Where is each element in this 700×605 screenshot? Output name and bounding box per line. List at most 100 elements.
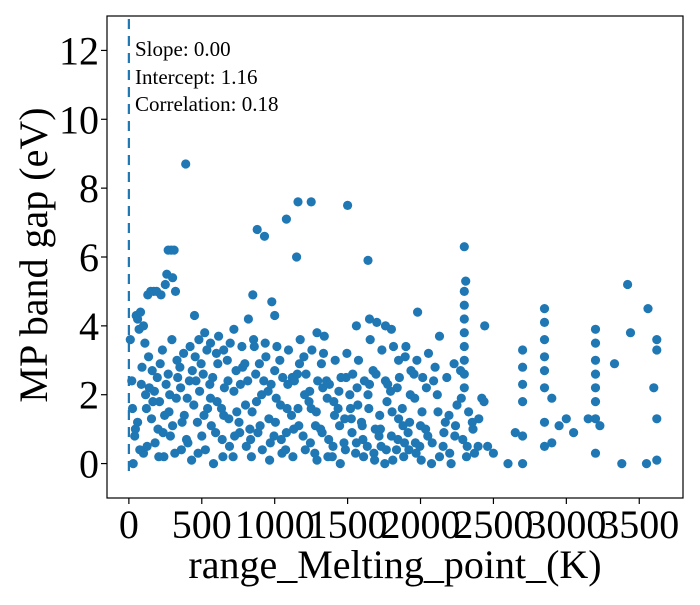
- data-point: [518, 431, 528, 441]
- data-point: [370, 455, 380, 465]
- data-point: [362, 441, 372, 451]
- data-point: [173, 372, 183, 383]
- data-point: [243, 314, 253, 324]
- annotation-correlation: Correlation: 0.18: [135, 92, 278, 116]
- data-point: [383, 379, 393, 389]
- data-point: [219, 345, 229, 355]
- data-point: [469, 448, 480, 458]
- data-point: [467, 417, 477, 427]
- data-point: [270, 366, 280, 376]
- data-point: [299, 352, 309, 362]
- data-point: [363, 390, 373, 400]
- data-point: [518, 397, 528, 407]
- data-point: [423, 431, 433, 441]
- data-point: [254, 359, 264, 369]
- data-point: [316, 424, 326, 434]
- data-point: [224, 414, 234, 424]
- data-point: [652, 414, 662, 424]
- data-point: [265, 455, 275, 465]
- data-point: [272, 341, 282, 352]
- data-point: [340, 414, 350, 424]
- data-point: [459, 328, 469, 338]
- data-point: [348, 369, 358, 379]
- y-tick-label: 0: [79, 442, 99, 487]
- data-point: [351, 321, 361, 331]
- data-point: [345, 390, 355, 400]
- annotation-intercept: Intercept: 1.16: [135, 65, 257, 89]
- data-point: [318, 348, 329, 358]
- data-point: [169, 245, 179, 255]
- data-point: [167, 335, 177, 345]
- data-point: [643, 304, 653, 314]
- data-point: [267, 297, 277, 307]
- x-tick-label: 0: [119, 502, 139, 547]
- data-point: [311, 407, 321, 417]
- data-point: [127, 376, 137, 386]
- data-point: [458, 434, 468, 445]
- data-point: [518, 362, 528, 372]
- x-tick-label: 3500: [599, 502, 679, 547]
- data-point: [351, 448, 361, 458]
- data-point: [305, 438, 315, 448]
- data-point: [199, 410, 209, 420]
- data-point: [293, 403, 303, 414]
- data-point: [177, 417, 187, 427]
- data-point: [232, 407, 242, 417]
- data-point: [483, 441, 493, 451]
- data-point: [328, 441, 338, 451]
- data-point: [225, 338, 235, 348]
- data-point: [333, 403, 343, 414]
- data-point: [413, 307, 423, 317]
- data-point: [416, 455, 426, 465]
- data-point: [253, 428, 263, 438]
- data-point: [187, 455, 197, 465]
- data-point: [270, 417, 280, 427]
- data-point: [359, 376, 369, 386]
- y-axis-label: MP band gap (eV): [11, 107, 56, 402]
- data-point: [278, 372, 288, 383]
- data-point: [310, 448, 320, 458]
- data-point: [194, 335, 204, 345]
- data-point: [200, 328, 210, 338]
- data-point: [271, 393, 281, 403]
- data-point: [418, 372, 428, 383]
- data-point: [312, 328, 322, 338]
- data-point: [375, 410, 385, 420]
- data-point: [356, 417, 367, 427]
- data-point: [380, 459, 390, 469]
- data-point: [286, 410, 297, 420]
- data-point: [459, 300, 469, 310]
- data-point: [403, 428, 413, 438]
- data-point: [196, 359, 206, 369]
- data-point: [283, 345, 294, 355]
- y-tick-label: 10: [59, 97, 99, 142]
- y-tick-label: 12: [59, 28, 99, 73]
- data-point: [211, 348, 221, 358]
- data-point: [154, 397, 165, 407]
- data-point: [313, 376, 323, 386]
- data-point: [246, 434, 256, 445]
- data-point: [590, 355, 601, 365]
- data-point: [189, 310, 200, 321]
- data-point: [364, 403, 374, 414]
- data-point: [179, 410, 189, 420]
- data-points: [125, 159, 662, 469]
- data-point: [234, 417, 244, 427]
- data-point: [343, 200, 353, 210]
- y-tick-label: 2: [79, 373, 99, 418]
- data-point: [609, 359, 620, 369]
- x-tick-label: 2000: [381, 502, 461, 547]
- data-point: [405, 417, 415, 427]
- data-point: [182, 393, 192, 403]
- data-point: [245, 424, 255, 434]
- data-point: [190, 352, 200, 362]
- data-point: [445, 448, 455, 458]
- data-point: [130, 424, 140, 434]
- data-point: [288, 452, 298, 462]
- data-point: [157, 345, 167, 355]
- data-point: [319, 331, 329, 341]
- data-point: [372, 317, 382, 327]
- data-point: [137, 362, 147, 372]
- data-point: [181, 159, 191, 169]
- data-point: [229, 386, 239, 396]
